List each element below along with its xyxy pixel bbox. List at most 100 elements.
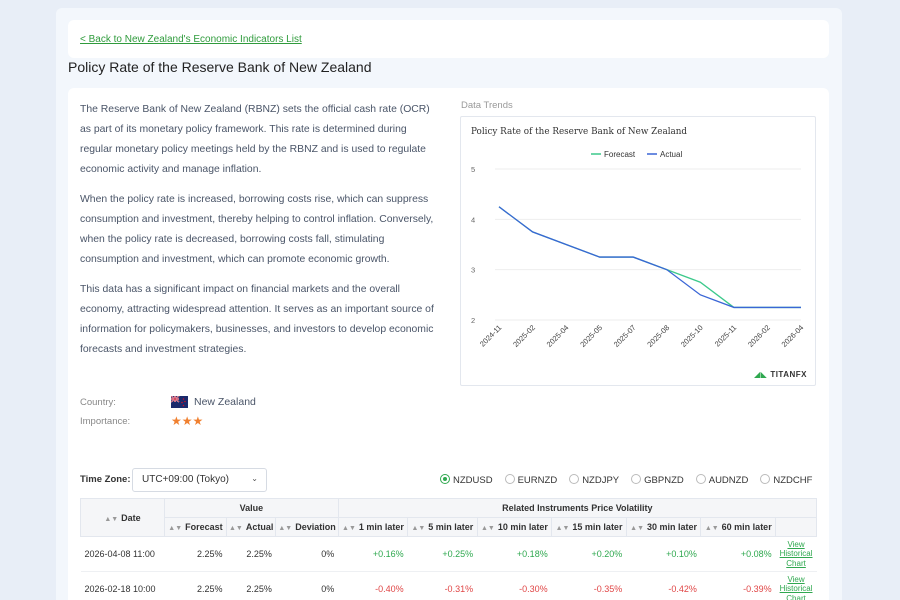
volatility-cell: -0.40% <box>338 571 408 600</box>
forecast-cell: 2.25% <box>164 571 227 600</box>
y-tick-label: 2 <box>471 316 475 325</box>
radio-dot-icon <box>695 474 706 484</box>
view-historical-chart-link[interactable]: View Historical Chart <box>779 539 813 568</box>
description: The Reserve Bank of New Zealand (RBNZ) s… <box>80 100 436 370</box>
volatility-cell: +0.08% <box>700 536 776 572</box>
instrument-radio-nzdjpy[interactable]: NZDJPY <box>569 474 619 486</box>
data-trends-label: Data Trends <box>461 100 513 111</box>
country-value: New Zealand <box>194 396 256 408</box>
header-text: 5 min later <box>428 522 474 532</box>
column-header-vol-1[interactable]: ▲▼ 5 min later <box>407 517 478 537</box>
column-header-volatility: Related Instruments Price Volatility <box>337 498 818 518</box>
x-tick-label: 2025-02 <box>511 323 537 349</box>
back-link[interactable]: < Back to New Zealand's Economic Indicat… <box>80 34 302 45</box>
instrument-label: NZDUSD <box>453 475 493 486</box>
country-value-wrap: New Zealand <box>171 396 256 408</box>
volatility-cell: +0.16% <box>338 536 408 572</box>
volatility-cell: +0.25% <box>407 536 478 572</box>
column-header-vol-0[interactable]: ▲▼ 1 min later <box>337 517 409 537</box>
view-historical-chart-link[interactable]: View Historical Chart <box>779 574 813 600</box>
instrument-radio-group: NZDUSD EURNZD NZDJPY GBPNZD AUDNZD NZDCHF <box>440 474 818 486</box>
x-tick-label: 2025-10 <box>679 323 705 349</box>
y-tick-label: 5 <box>471 165 475 174</box>
actual-cell: 2.25% <box>226 571 276 600</box>
description-paragraph: The Reserve Bank of New Zealand (RBNZ) s… <box>80 104 430 175</box>
titanfx-logo: ◢◣ TITANFX <box>754 370 807 379</box>
sort-icon: ▲▼ <box>168 525 183 532</box>
date-cell: 2026-02-18 10:00 <box>80 571 165 600</box>
chart-title: Policy Rate of the Reserve Bank of New Z… <box>471 127 688 137</box>
column-header-value: Value <box>164 498 339 518</box>
indicator-card: The Reserve Bank of New Zealand (RBNZ) s… <box>68 88 829 600</box>
instrument-radio-nzdusd[interactable]: NZDUSD <box>440 474 493 486</box>
y-tick-label: 3 <box>471 266 475 275</box>
link-cell: View Historical Chart <box>775 536 817 572</box>
x-tick-label: 2025-05 <box>578 323 604 349</box>
instrument-label: NZDCHF <box>773 475 813 486</box>
header-text: Date <box>121 512 141 523</box>
series-line-forecast <box>498 206 801 309</box>
table-row: 2026-04-08 11:00 2.25% 2.25% 0% +0.16% +0.25%… <box>80 536 817 572</box>
country-row: Country: New Zealand <box>80 396 256 408</box>
column-header-vol-5[interactable]: ▲▼ 60 min later <box>700 517 777 537</box>
radio-dot-icon <box>760 474 771 484</box>
header-text: 15 min later <box>572 522 623 532</box>
column-header-vol-4[interactable]: ▲▼ 30 min later <box>625 517 702 537</box>
column-header-forecast[interactable]: ▲▼ Forecast <box>164 517 227 537</box>
description-paragraph: This data has a significant impact on fi… <box>80 284 434 355</box>
table-row: 2026-02-18 10:00 2.25% 2.25% 0% -0.40% -0.31%… <box>80 571 817 600</box>
new-zealand-flag-icon <box>171 396 188 408</box>
column-header-date[interactable]: ▲▼ Date <box>80 498 165 537</box>
column-header-vol-3[interactable]: ▲▼ 15 min later <box>551 517 627 537</box>
actual-cell: 2.25% <box>226 536 276 572</box>
instrument-radio-gbpnzd[interactable]: GBPNZD <box>631 474 684 486</box>
y-tick-label: 4 <box>471 215 475 224</box>
header-text: 10 min later <box>497 522 548 532</box>
header-text: Actual <box>245 522 274 532</box>
sort-icon: ▲▼ <box>704 525 719 532</box>
header-text: 30 min later <box>647 522 698 532</box>
column-header-deviation[interactable]: ▲▼ Deviation <box>275 517 339 537</box>
x-tick-label: 2025-04 <box>545 323 571 349</box>
titanfx-logo-icon: ◢◣ <box>754 370 768 379</box>
volatility-cell: -0.35% <box>551 571 627 600</box>
importance-row: Importance: ★★★ <box>80 414 203 428</box>
country-label: Country: <box>80 397 116 408</box>
sort-icon: ▲▼ <box>630 525 645 532</box>
instrument-label: EURNZD <box>517 475 558 486</box>
radio-dot-icon <box>504 474 515 484</box>
forecast-cell: 2.25% <box>164 536 227 572</box>
sort-icon: ▲▼ <box>278 525 293 532</box>
description-paragraph: When the policy rate is increased, borro… <box>80 194 434 265</box>
header-text: Forecast <box>185 522 223 532</box>
header-text: Deviation <box>295 522 336 532</box>
instrument-radio-audnzd[interactable]: AUDNZD <box>695 474 749 486</box>
timezone-select[interactable]: UTC+09:00 (Tokyo) ⌄ <box>132 468 267 492</box>
instrument-radio-eurnzd[interactable]: EURNZD <box>504 474 558 486</box>
instrument-label: AUDNZD <box>708 475 749 486</box>
instrument-radio-nzdchf[interactable]: NZDCHF <box>760 474 812 486</box>
chart-svg: 2 3 4 5 2024-11 2025-02 2025-04 2025-05 2025-07 2… <box>471 150 806 349</box>
column-header-link <box>775 517 817 537</box>
volatility-cell: -0.39% <box>700 571 776 600</box>
sort-icon: ▲▼ <box>411 525 426 532</box>
x-tick-label: 2024-11 <box>478 323 503 348</box>
x-tick-label: 2026-04 <box>780 323 806 349</box>
x-tick-label: 2025-11 <box>713 323 738 348</box>
timezone-label: Time Zone: <box>80 474 131 485</box>
deviation-cell: 0% <box>275 536 339 572</box>
history-table: ▲▼ Date Value Related Instruments Price V… <box>80 498 818 600</box>
sort-icon: ▲▼ <box>555 525 570 532</box>
importance-stars: ★★★ <box>171 414 204 428</box>
volatility-cell: +0.10% <box>626 536 701 572</box>
legend-label: Actual <box>660 150 682 159</box>
timezone-value: UTC+09:00 (Tokyo) <box>142 474 229 485</box>
header-text: 1 min later <box>358 522 404 532</box>
sort-icon: ▲▼ <box>480 525 495 532</box>
column-header-actual[interactable]: ▲▼ Actual <box>225 517 277 537</box>
x-tick-label: 2026-02 <box>746 323 772 349</box>
brand-text: TITANFX <box>770 370 807 379</box>
column-header-vol-2[interactable]: ▲▼ 10 min later <box>476 517 553 537</box>
instrument-label: GBPNZD <box>644 475 684 486</box>
sort-icon: ▲▼ <box>229 525 243 532</box>
